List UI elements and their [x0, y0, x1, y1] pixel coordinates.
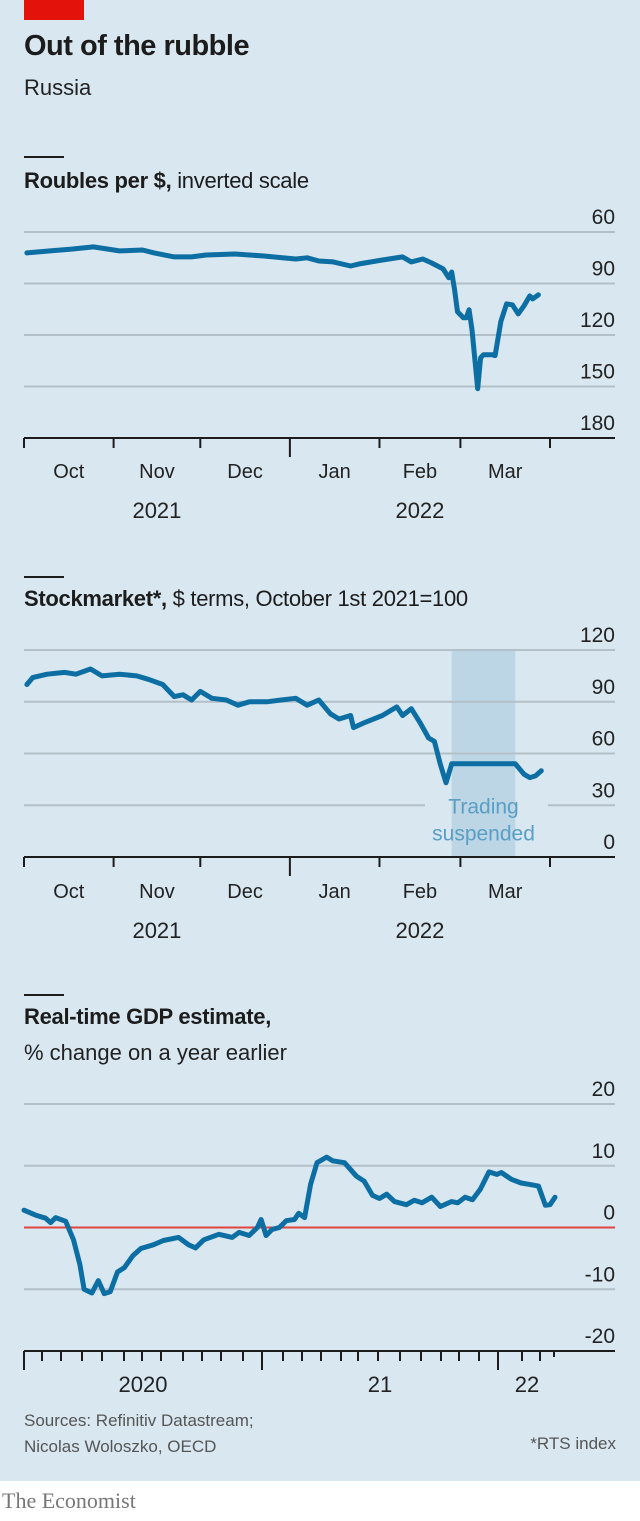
footnote: *RTS index — [530, 1434, 616, 1453]
chart3-rule — [24, 994, 64, 996]
y-tick-label: 120 — [580, 624, 615, 647]
chart3-subtitle: % change on a year earlier — [24, 1040, 287, 1065]
chart-panel: Out of the rubble Russia Roubles per $, … — [0, 0, 640, 1481]
chart1-title-bold: Roubles per $, — [24, 168, 172, 193]
series-line — [21, 1154, 558, 1297]
x-month-label: Oct — [53, 881, 85, 903]
x-month-label: Dec — [227, 461, 263, 483]
stockmarket-chart: 0 30 60 90 120 Trading suspended Oct Nov Dec Jan Fe… — [23, 624, 615, 943]
x-month-label: Nov — [139, 881, 175, 903]
chart2-rule — [24, 576, 64, 578]
x-month-label: Feb — [403, 881, 437, 903]
x-month-label: Nov — [139, 461, 175, 483]
chart3-title: Real-time GDP estimate, — [24, 1004, 271, 1030]
chart2-title-bold: Stockmarket*, — [24, 586, 167, 611]
x-month-label: Oct — [53, 461, 85, 483]
y-tick-label: -10 — [585, 1263, 615, 1286]
sources-line-2: Nicolas Woloszko, OECD — [24, 1437, 217, 1456]
y-tick-label: 60 — [592, 728, 615, 751]
chart2-title: Stockmarket*, $ terms, October 1st 2021=… — [24, 586, 468, 612]
x-month-label: Jan — [319, 461, 351, 483]
series-line — [24, 666, 544, 786]
sources: Sources: Refinitiv Datastream; Nicolas W… — [24, 1408, 254, 1460]
y-tick-label: -20 — [585, 1325, 615, 1348]
x-year-label: 21 — [368, 1372, 392, 1397]
chart1-title-rest: inverted scale — [171, 168, 309, 193]
y-tick-label: 0 — [603, 1202, 615, 1225]
x-year-label: 2022 — [395, 498, 444, 523]
page-title: Out of the rubble — [24, 30, 250, 62]
series-line — [24, 244, 541, 392]
y-tick-label: 30 — [592, 779, 615, 802]
annotation-label: suspended — [432, 822, 535, 845]
chart1-rule — [24, 156, 64, 158]
x-month-label: Feb — [403, 461, 437, 483]
chart1-title: Roubles per $, inverted scale — [24, 168, 309, 194]
y-tick-label: 20 — [592, 1078, 615, 1101]
y-tick-label: 120 — [580, 309, 615, 332]
sources-line-1: Sources: Refinitiv Datastream; — [24, 1411, 254, 1430]
x-year-label: 22 — [515, 1372, 539, 1397]
y-tick-label: 10 — [592, 1140, 615, 1163]
chart2-title-rest: $ terms, October 1st 2021=100 — [166, 586, 469, 611]
x-month-label: Mar — [488, 461, 523, 483]
x-month-label: Dec — [227, 881, 263, 903]
x-year-label: 2021 — [132, 498, 181, 523]
x-year-label: 2020 — [119, 1372, 168, 1397]
y-tick-label: 150 — [580, 361, 615, 384]
brand-red-tag — [24, 0, 84, 20]
y-tick-label: 90 — [592, 676, 615, 699]
y-tick-label: 180 — [580, 412, 615, 435]
x-month-label: Mar — [488, 881, 523, 903]
y-tick-label: 60 — [592, 206, 615, 229]
x-year-label: 2021 — [132, 918, 181, 943]
x-year-label: 2022 — [395, 918, 444, 943]
chart3-title-bold: Real-time GDP estimate, — [24, 1004, 272, 1029]
roubles-chart: 60 90 120 150 180 Oct Nov Dec Jan Feb Mar 2021 2022 — [23, 206, 615, 523]
x-month-label: Jan — [319, 881, 351, 903]
y-tick-label: 90 — [592, 258, 615, 281]
brand-wordmark: The Economist — [2, 1488, 136, 1513]
y-tick-label: 0 — [603, 831, 615, 854]
annotation-label: Trading — [448, 795, 518, 818]
page-subtitle: Russia — [24, 75, 92, 100]
